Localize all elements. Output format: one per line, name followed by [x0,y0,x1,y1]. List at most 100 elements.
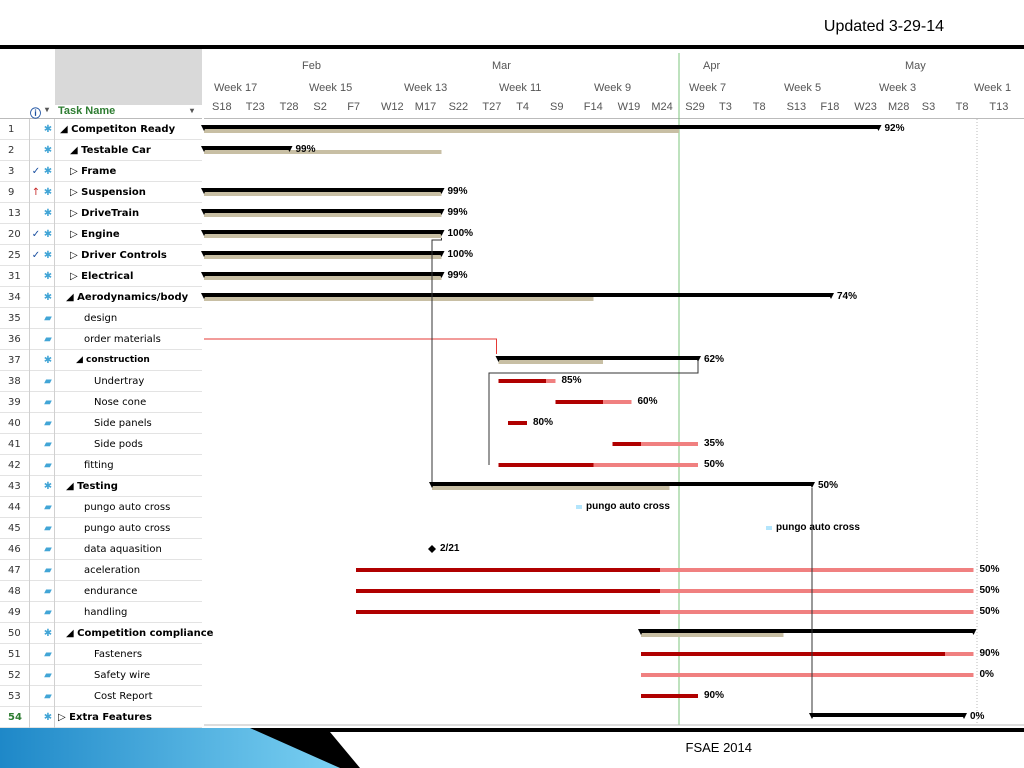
task-row[interactable]: 42 ▰ fitting [0,455,202,476]
task-progress-bar [555,400,603,404]
summary-bar [204,125,879,129]
day-label: T23 [245,101,265,113]
task-row[interactable]: 44 ▰ pungo auto cross [0,497,202,518]
task-mode-icon: ✱ [42,707,55,728]
task-row[interactable]: 36 ▰ order materials [0,329,202,350]
mode-dropdown-icon[interactable]: ▾ [45,105,50,114]
task-name: Side pods [94,439,143,450]
task-progress-bar [356,589,660,593]
task-name: pungo auto cross [84,502,171,513]
task-progress-bar [498,463,594,467]
task-row[interactable]: 43 ✱ ◢ Testing [0,476,202,497]
task-row[interactable]: 54 ✱ ▷ Extra Features [0,707,202,728]
progress-label: 90% [980,648,1000,659]
week-label: Week 13 [404,82,448,94]
task-row[interactable]: 3 ✓ ✱ ▷ Frame [0,161,202,182]
task-id: 31 [0,266,30,287]
gantt-bars[interactable]: 92%99%99%99%100%100%99%74%62%85%60%80%35… [0,49,1024,729]
task-row[interactable]: 13 ✱ ▷ DriveTrain [0,203,202,224]
summary-start-cap [809,713,815,719]
progress-label: 92% [885,123,905,134]
task-row[interactable]: 34 ✱ ◢ Aerodynamics/body [0,287,202,308]
summary-baseline-bar [204,276,442,280]
task-row[interactable]: 45 ▰ pungo auto cross [0,518,202,539]
day-label: M17 [414,101,437,113]
task-name: design [84,313,118,324]
dependency-link [431,238,442,482]
task-row[interactable]: 52 ▰ Safety wire [0,665,202,686]
task-row[interactable]: 35 ▰ design [0,308,202,329]
task-row[interactable]: 40 ▰ Side panels [0,413,202,434]
summary-baseline-bar [204,234,442,238]
task-name: pungo auto cross [84,523,171,534]
task-bar [498,463,698,467]
task-mode-icon: ✱ [42,224,55,245]
summary-bar [498,356,698,360]
summary-start-cap [495,356,502,362]
task-progress-bar [356,610,660,614]
filter-dropdown-icon[interactable]: ▾ [190,106,195,115]
summary-baseline-bar [204,213,442,217]
task-row[interactable]: 20 ✓ ✱ ▷ Engine [0,224,202,245]
task-mode-icon: ✱ [42,287,55,308]
week-label: Week 9 [594,82,632,94]
week-label: Week 17 [214,82,258,94]
task-mode-icon: ✱ [42,350,55,371]
task-row[interactable]: 50 ✱ ◢ Competition compliance [0,623,213,644]
week-label: Week 15 [309,82,353,94]
summary-start-cap [201,272,207,278]
task-mode-icon: ▰ [42,581,55,602]
task-row[interactable]: 47 ▰ aceleration [0,560,202,581]
summary-baseline-bar [204,192,442,196]
summary-end-cap [809,482,815,488]
summary-end-cap [438,272,445,278]
timescale-header: Feb Mar Apr May Week 17 Week 15 Week 13 Week 11… [204,49,1024,119]
task-row[interactable]: 41 ▰ Side pods [0,434,202,455]
day-label: W23 [854,101,877,113]
progress-label: 99% [296,144,316,155]
updated-date: Updated 3-29-14 [823,18,944,35]
summary-end-cap [961,713,967,719]
summary-baseline-bar [204,297,594,301]
task-name: ◢ Aerodynamics/body [66,292,189,303]
completed-check-icon: ✓ [31,229,41,240]
task-row[interactable]: 46 ▰ data aquasition [0,539,202,560]
task-mode-icon: ▰ [42,455,55,476]
task-row[interactable]: 51 ▰ Fasteners [0,644,202,665]
task-row[interactable]: 38 ▰ Undertray [0,371,202,392]
column-header-task-name[interactable]: Task Name [58,105,116,117]
task-mode-icon: ▰ [42,518,55,539]
gantt-chart-view[interactable]: ⓘ ▾ Task Name ▾ Feb Mar Apr May Week 17 Week … [0,49,1024,729]
task-id: 49 [0,602,30,623]
task-grid-header: ⓘ ▾ Task Name ▾ [0,49,202,120]
task-id: 52 [0,665,30,686]
task-id: 54 [0,707,30,728]
task-id: 39 [0,392,30,413]
progress-label: 50% [980,564,1000,575]
info-icon[interactable]: ⓘ [30,108,41,120]
task-row[interactable]: 2 ✱ ◢ Testable Car [0,140,202,161]
summary-start-cap [201,146,207,152]
task-row[interactable]: 31 ✱ ▷ Electrical [0,266,202,287]
task-name: Fasteners [94,649,143,660]
summary-start-cap [201,125,207,131]
summary-bar [204,251,442,255]
task-row[interactable]: 37 ✱ ◢ construction [0,350,202,371]
task-id: 38 [0,371,30,392]
dependency-link [204,338,497,354]
task-row[interactable]: 9 ↑ ✱ ▷ Suspension [0,182,202,203]
task-row[interactable]: 25 ✓ ✱ ▷ Driver Controls [0,245,202,266]
day-label: T27 [482,101,502,113]
task-name: ◢ Testable Car [70,145,151,156]
summary-start-cap [429,482,435,488]
task-row[interactable]: 53 ▰ Cost Report [0,686,202,707]
task-row[interactable]: 39 ▰ Nose cone [0,392,202,413]
task-id: 2 [0,140,30,161]
task-name: order materials [84,334,161,345]
task-row[interactable]: 48 ▰ endurance [0,581,202,602]
task-id: 45 [0,518,30,539]
summary-end-cap [875,125,882,131]
task-row[interactable]: 1 ✱ ◢ Competiton Ready [0,119,202,140]
task-row[interactable]: 49 ▰ handling [0,602,202,623]
summary-baseline-bar [641,633,784,637]
